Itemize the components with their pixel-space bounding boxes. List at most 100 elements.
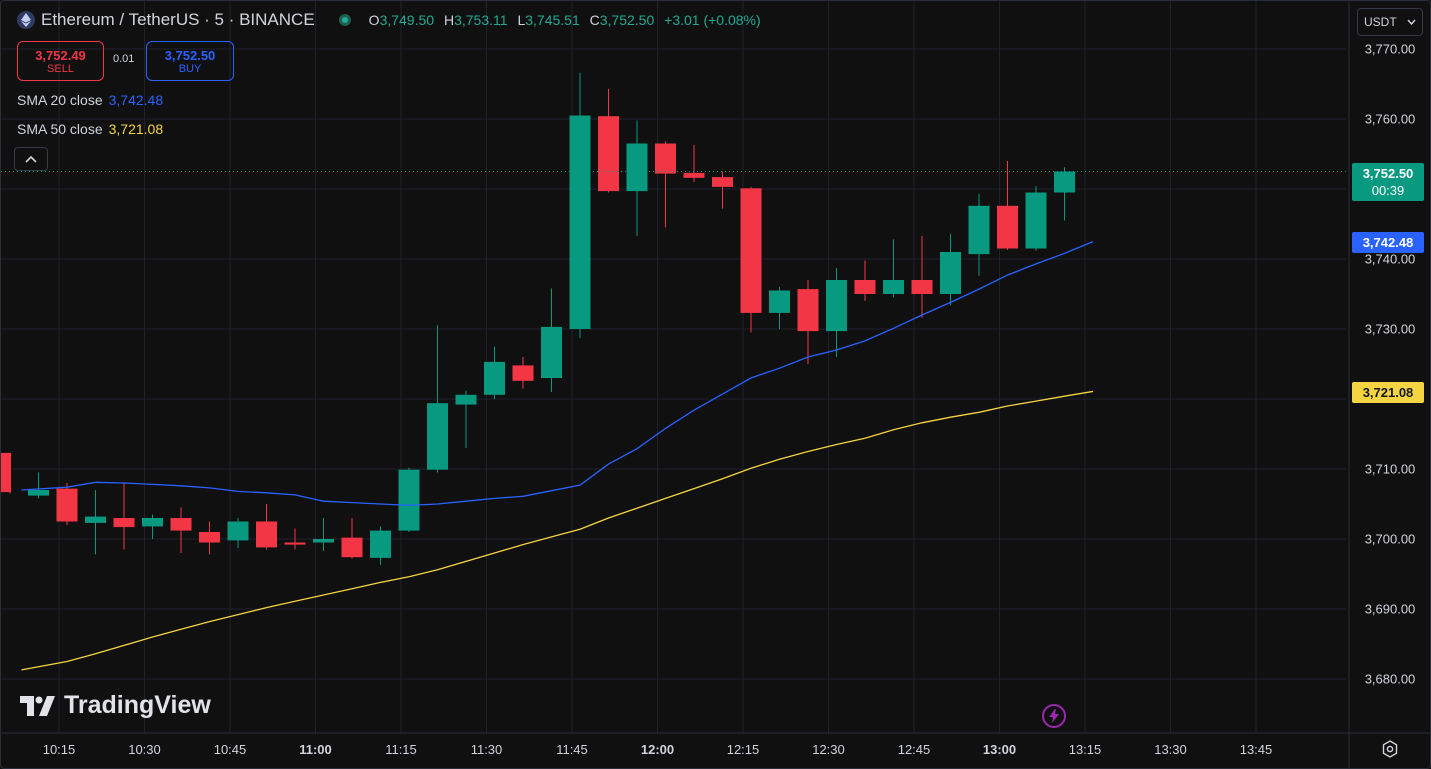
time-tick-label: 12:00 — [641, 742, 674, 757]
time-tick-label: 11:45 — [556, 742, 588, 757]
candle-body — [1, 452, 11, 493]
candle-body — [370, 530, 391, 558]
currency-select[interactable]: USDT — [1357, 8, 1423, 36]
candle-body — [113, 518, 135, 528]
ohlc-values: O3,749.50 H3,753.11 L3,745.51 C3,752.50 … — [368, 12, 761, 28]
time-axis: 10:15 10:30 10:45 11:00 11:15 11:30 11:45 12:00… — [43, 742, 1273, 757]
candle — [85, 490, 106, 555]
candle — [1, 452, 11, 494]
time-tick-label: 12:15 — [727, 742, 760, 757]
candle-body — [199, 532, 220, 543]
candle — [113, 483, 135, 550]
candle-body — [28, 490, 49, 496]
candle — [313, 518, 334, 551]
candle — [256, 504, 277, 550]
chevron-down-icon — [1407, 19, 1416, 25]
time-tick-label: 11:00 — [299, 742, 332, 757]
candle — [940, 233, 961, 306]
time-tick-label: 10:30 — [128, 742, 161, 757]
tradingview-logo[interactable]: TradingView — [20, 691, 211, 720]
candle — [683, 144, 705, 182]
time-tick-label: 11:15 — [385, 742, 417, 757]
candle — [997, 161, 1018, 250]
lightning-icon[interactable] — [1042, 704, 1066, 728]
ethereum-logo-icon — [17, 11, 35, 29]
candle-body — [569, 115, 591, 329]
candle — [370, 526, 391, 565]
price-tick-label: 3,770.00 — [1365, 42, 1416, 57]
brand-name: TradingView — [64, 691, 211, 719]
candle — [911, 235, 933, 318]
candle — [598, 88, 619, 193]
sma50-label: SMA 50 close — [17, 121, 103, 137]
candle-body — [826, 280, 847, 332]
sma20-label: SMA 20 close — [17, 92, 103, 108]
candle-body — [997, 205, 1018, 249]
candle-body — [911, 280, 933, 294]
candle — [883, 239, 904, 298]
candle — [512, 357, 534, 389]
candle — [341, 518, 363, 559]
candle-body — [398, 469, 420, 531]
price-tick-label: 3,710.00 — [1365, 462, 1416, 477]
time-tick-label: 12:30 — [812, 742, 845, 757]
candle-body — [883, 280, 904, 294]
candle — [797, 280, 819, 364]
buy-button[interactable]: 3,752.50 BUY — [146, 41, 234, 81]
candles — [1, 72, 1075, 565]
bar-countdown: 00:39 — [1371, 183, 1405, 198]
candle — [284, 528, 306, 550]
sma50-legend[interactable]: SMA 50 close 3,721.08 — [17, 121, 163, 137]
symbol-title[interactable]: Ethereum / TetherUS · 5 · BINANCE — [41, 10, 315, 29]
time-tick-label: 12:45 — [898, 742, 931, 757]
candle-body — [740, 188, 762, 313]
candle-body — [797, 289, 819, 332]
candle — [712, 171, 733, 209]
chart-settings-icon[interactable] — [1381, 740, 1399, 758]
price-tick-label: 3,760.00 — [1365, 112, 1416, 127]
price-tick-label: 3,740.00 — [1365, 252, 1416, 267]
candle-body — [854, 280, 876, 294]
sma50-price-tag: 3,721.08 — [1352, 382, 1424, 403]
candle — [626, 120, 648, 236]
candle — [1054, 167, 1075, 221]
sma50-line — [21, 390, 1094, 671]
sma20-legend[interactable]: SMA 20 close 3,742.48 — [17, 92, 163, 108]
candle-body — [968, 205, 990, 255]
candle — [854, 260, 876, 301]
time-tick-label: 11:30 — [471, 742, 503, 757]
symbol-legend: Ethereum / TetherUS · 5 · BINANCE O3,749… — [17, 10, 761, 30]
candle-body — [427, 403, 448, 470]
candle-body — [170, 518, 192, 531]
chevron-up-icon — [25, 155, 37, 163]
price-tick-label: 3,700.00 — [1365, 532, 1416, 547]
candle-body — [655, 143, 676, 174]
candle-body — [1054, 171, 1075, 193]
sma20-price-tag: 3,742.48 — [1352, 232, 1424, 253]
collapse-legend-button[interactable] — [14, 147, 48, 171]
sma50-value: 3,721.08 — [108, 121, 164, 137]
time-tick-label: 13:15 — [1069, 742, 1102, 757]
candle — [484, 346, 505, 399]
time-tick-label: 13:00 — [983, 742, 1016, 757]
candle-body — [142, 518, 163, 527]
sell-button[interactable]: 3,752.49 SELL — [17, 41, 104, 81]
candle-body — [769, 290, 790, 313]
candle — [56, 483, 78, 525]
candle-body — [227, 521, 249, 541]
candle-body — [712, 177, 733, 187]
sell-label: SELL — [47, 62, 74, 75]
candle-body — [284, 542, 306, 545]
candle — [28, 472, 49, 499]
last-price-value: 3,752.50 — [1362, 166, 1414, 181]
market-open-status-icon[interactable] — [338, 14, 351, 26]
candle-body — [341, 537, 363, 558]
candle — [1025, 186, 1047, 251]
time-tick-label: 13:45 — [1240, 742, 1273, 757]
candle — [398, 467, 420, 532]
candle — [455, 390, 477, 448]
currency-label: USDT — [1364, 15, 1397, 29]
sma20-value: 3,742.48 — [108, 92, 164, 108]
